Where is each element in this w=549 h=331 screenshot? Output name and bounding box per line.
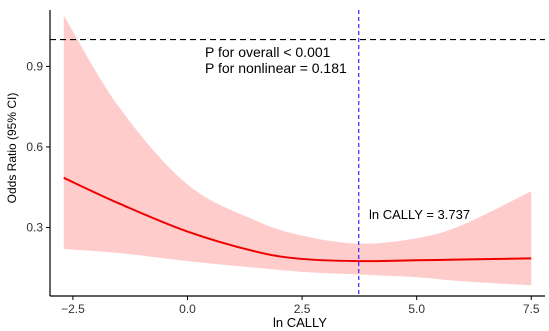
annotation-p-nonlinear: P for nonlinear = 0.181 — [205, 60, 347, 76]
x-tick-label: 7.5 — [523, 302, 540, 316]
x-axis-title: ln CALLY — [273, 315, 327, 330]
y-axis-title: Odds Ratio (95% CI) — [5, 93, 19, 204]
vertical-line-label: ln CALLY = 3.737 — [369, 207, 470, 222]
y-tick-label: 0.9 — [26, 59, 43, 73]
x-tick-label: 5.0 — [408, 302, 425, 316]
y-tick-label: 0.3 — [26, 221, 43, 235]
confidence-band — [63, 15, 532, 286]
series-line-layer — [63, 176, 532, 263]
x-tick-label: 2.5 — [294, 302, 311, 316]
axes-layer: −2.5 0.0 2.5 5.0 7.5 0.3 0.6 0.9 — [26, 10, 545, 316]
annotation-p-overall: P for overall < 0.001 — [205, 44, 331, 60]
confidence-band-layer — [63, 15, 532, 286]
x-tick-label: 0.0 — [179, 302, 196, 316]
reference-lines-layer — [50, 10, 545, 296]
odds-ratio-line — [63, 176, 532, 263]
x-tick-label: −2.5 — [61, 302, 85, 316]
y-tick-label: 0.6 — [26, 140, 43, 154]
